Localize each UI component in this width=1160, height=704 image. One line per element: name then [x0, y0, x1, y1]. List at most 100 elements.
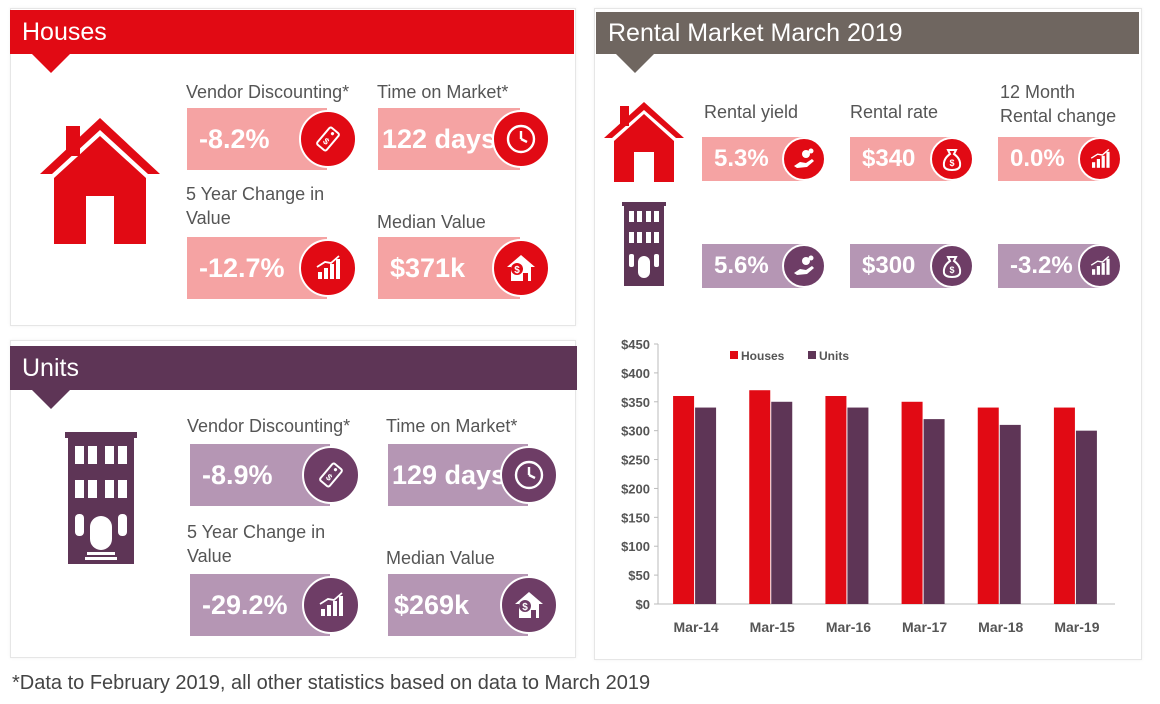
- bar-houses-mar-18: [977, 407, 999, 604]
- rental-rate-bar-chart: $0 $50 $100 $150 $200 $250 $300 $350 $400 $450 Mar…: [621, 337, 1115, 635]
- units-change-stat: -29.2%: [190, 574, 360, 636]
- rental-title: Rental Market March 2019: [608, 19, 903, 47]
- growth-chart-icon: [1078, 137, 1122, 181]
- y-tick-label: $400: [621, 366, 650, 381]
- x-tick-label: Mar-14: [674, 619, 719, 635]
- bar-units-mar-18: [999, 424, 1021, 604]
- houses-change-label: 5 Year Change in Value: [186, 182, 324, 230]
- svg-text:$: $: [321, 136, 331, 147]
- clock-icon: [500, 446, 558, 504]
- bar-houses-mar-17: [901, 401, 923, 604]
- houses-time-label: Time on Market*: [377, 82, 509, 102]
- bar-houses-mar-16: [825, 396, 847, 604]
- house-icon: [602, 98, 686, 187]
- svg-text:$: $: [949, 158, 954, 168]
- houses-vendor-stat: -8.2% $: [187, 108, 357, 170]
- houses-change-label-line2: Value: [186, 208, 231, 228]
- growth-chart-icon: [299, 239, 357, 297]
- rental-change-label: 12 Month Rental change: [1000, 80, 1116, 128]
- houses-median-stat: $371k $: [378, 237, 550, 299]
- x-tick-label: Mar-18: [978, 619, 1023, 635]
- svg-text:$: $: [949, 265, 954, 275]
- units-median-stat: $269k $: [388, 574, 558, 636]
- bar-units-mar-16: [847, 407, 869, 604]
- units-vendor-value: -8.9%: [202, 460, 273, 490]
- bar-units-mar-15: [771, 401, 793, 604]
- y-tick-label: $350: [621, 395, 650, 410]
- units-change-label-line1: 5 Year Change in: [187, 522, 326, 542]
- money-bag-icon: $: [930, 137, 974, 181]
- houses-rental-rate-value: $340: [862, 145, 916, 172]
- bar-houses-mar-15: [749, 390, 771, 604]
- units-title: Units: [22, 354, 79, 382]
- houses-rental-rate-stat: $340 $: [850, 137, 974, 181]
- y-tick-label: $100: [621, 539, 650, 554]
- bar-houses-mar-19: [1053, 407, 1075, 604]
- houses-median-label: Median Value: [377, 212, 486, 232]
- units-change-value: -29.2%: [202, 590, 288, 620]
- units-rental-rate-value: $300: [862, 252, 916, 279]
- clock-icon: [492, 110, 550, 168]
- rental-yield-label: Rental yield: [704, 102, 799, 122]
- houses-change-label-line1: 5 Year Change in: [186, 184, 325, 204]
- houses-rental-change-value: 0.0%: [1010, 145, 1065, 172]
- x-tick-label: Mar-15: [750, 619, 795, 635]
- svg-text:$: $: [514, 265, 520, 276]
- houses-vendor-label: Vendor Discounting*: [186, 82, 350, 102]
- rental-change-label-line1: 12 Month: [1000, 82, 1076, 102]
- units-banner: Units: [10, 346, 577, 409]
- houses-change-stat: -12.7%: [187, 237, 357, 299]
- houses-banner: Houses: [10, 10, 574, 73]
- units-rental-rate-stat: $300 $: [850, 244, 974, 288]
- houses-title: Houses: [22, 18, 107, 46]
- units-median-label: Median Value: [386, 548, 495, 568]
- houses-vendor-value: -8.2%: [199, 124, 270, 154]
- units-vendor-stat: -8.9% $: [190, 444, 360, 506]
- units-rental-yield-value: 5.6%: [714, 252, 769, 279]
- house-dollar-icon: $: [500, 576, 558, 634]
- price-tag-icon: $: [299, 110, 357, 168]
- legend-label-houses: Houses: [741, 349, 785, 363]
- footnote: *Data to February 2019, all other statis…: [12, 672, 651, 694]
- y-tick-label: $450: [621, 337, 650, 352]
- rental-banner: Rental Market March 2019: [596, 12, 1139, 73]
- y-tick-label: $300: [621, 424, 650, 439]
- units-time-value: 129 days: [392, 460, 507, 490]
- svg-text:$: $: [324, 472, 334, 483]
- legend-label-units: Units: [819, 349, 849, 363]
- legend-swatch-houses: [730, 351, 738, 359]
- rental-rate-label: Rental rate: [850, 102, 939, 122]
- price-tag-icon: $: [302, 446, 360, 504]
- svg-text:$: $: [522, 602, 528, 613]
- y-tick-label: $250: [621, 453, 650, 468]
- house-icon: [36, 112, 164, 249]
- houses-time-value: 122 days: [382, 124, 497, 154]
- growth-chart-icon: [302, 576, 360, 634]
- units-change-label: 5 Year Change in Value: [187, 520, 325, 568]
- units-time-label: Time on Market*: [386, 416, 518, 436]
- units-time-stat: 129 days: [388, 444, 558, 506]
- bar-units-mar-14: [695, 407, 717, 604]
- growth-chart-icon: [1078, 244, 1122, 288]
- x-tick-label: Mar-16: [826, 619, 871, 635]
- units-median-value: $269k: [394, 590, 470, 620]
- rental-change-label-line2: Rental change: [1000, 106, 1117, 126]
- houses-median-value: $371k: [390, 253, 466, 283]
- houses-change-value: -12.7%: [199, 253, 285, 283]
- units-rental-change-value: -3.2%: [1010, 252, 1073, 279]
- x-tick-label: Mar-17: [902, 619, 947, 635]
- units-rental-yield-stat: 5.6%: [702, 244, 826, 288]
- legend-swatch-units: [808, 351, 816, 359]
- houses-rental-change-stat: 0.0%: [998, 137, 1122, 181]
- y-tick-label: $0: [636, 597, 650, 612]
- y-tick-label: $150: [621, 510, 650, 525]
- money-hand-icon: [782, 244, 826, 288]
- units-vendor-label: Vendor Discounting*: [187, 416, 351, 436]
- units-change-label-line2: Value: [187, 546, 232, 566]
- houses-rental-yield-value: 5.3%: [714, 145, 769, 172]
- units-rental-change-stat: -3.2%: [998, 244, 1122, 288]
- houses-time-stat: 122 days: [378, 108, 550, 170]
- x-tick-label: Mar-19: [1054, 619, 1099, 635]
- apartment-building-icon: [622, 202, 666, 291]
- money-bag-icon: $: [930, 244, 974, 288]
